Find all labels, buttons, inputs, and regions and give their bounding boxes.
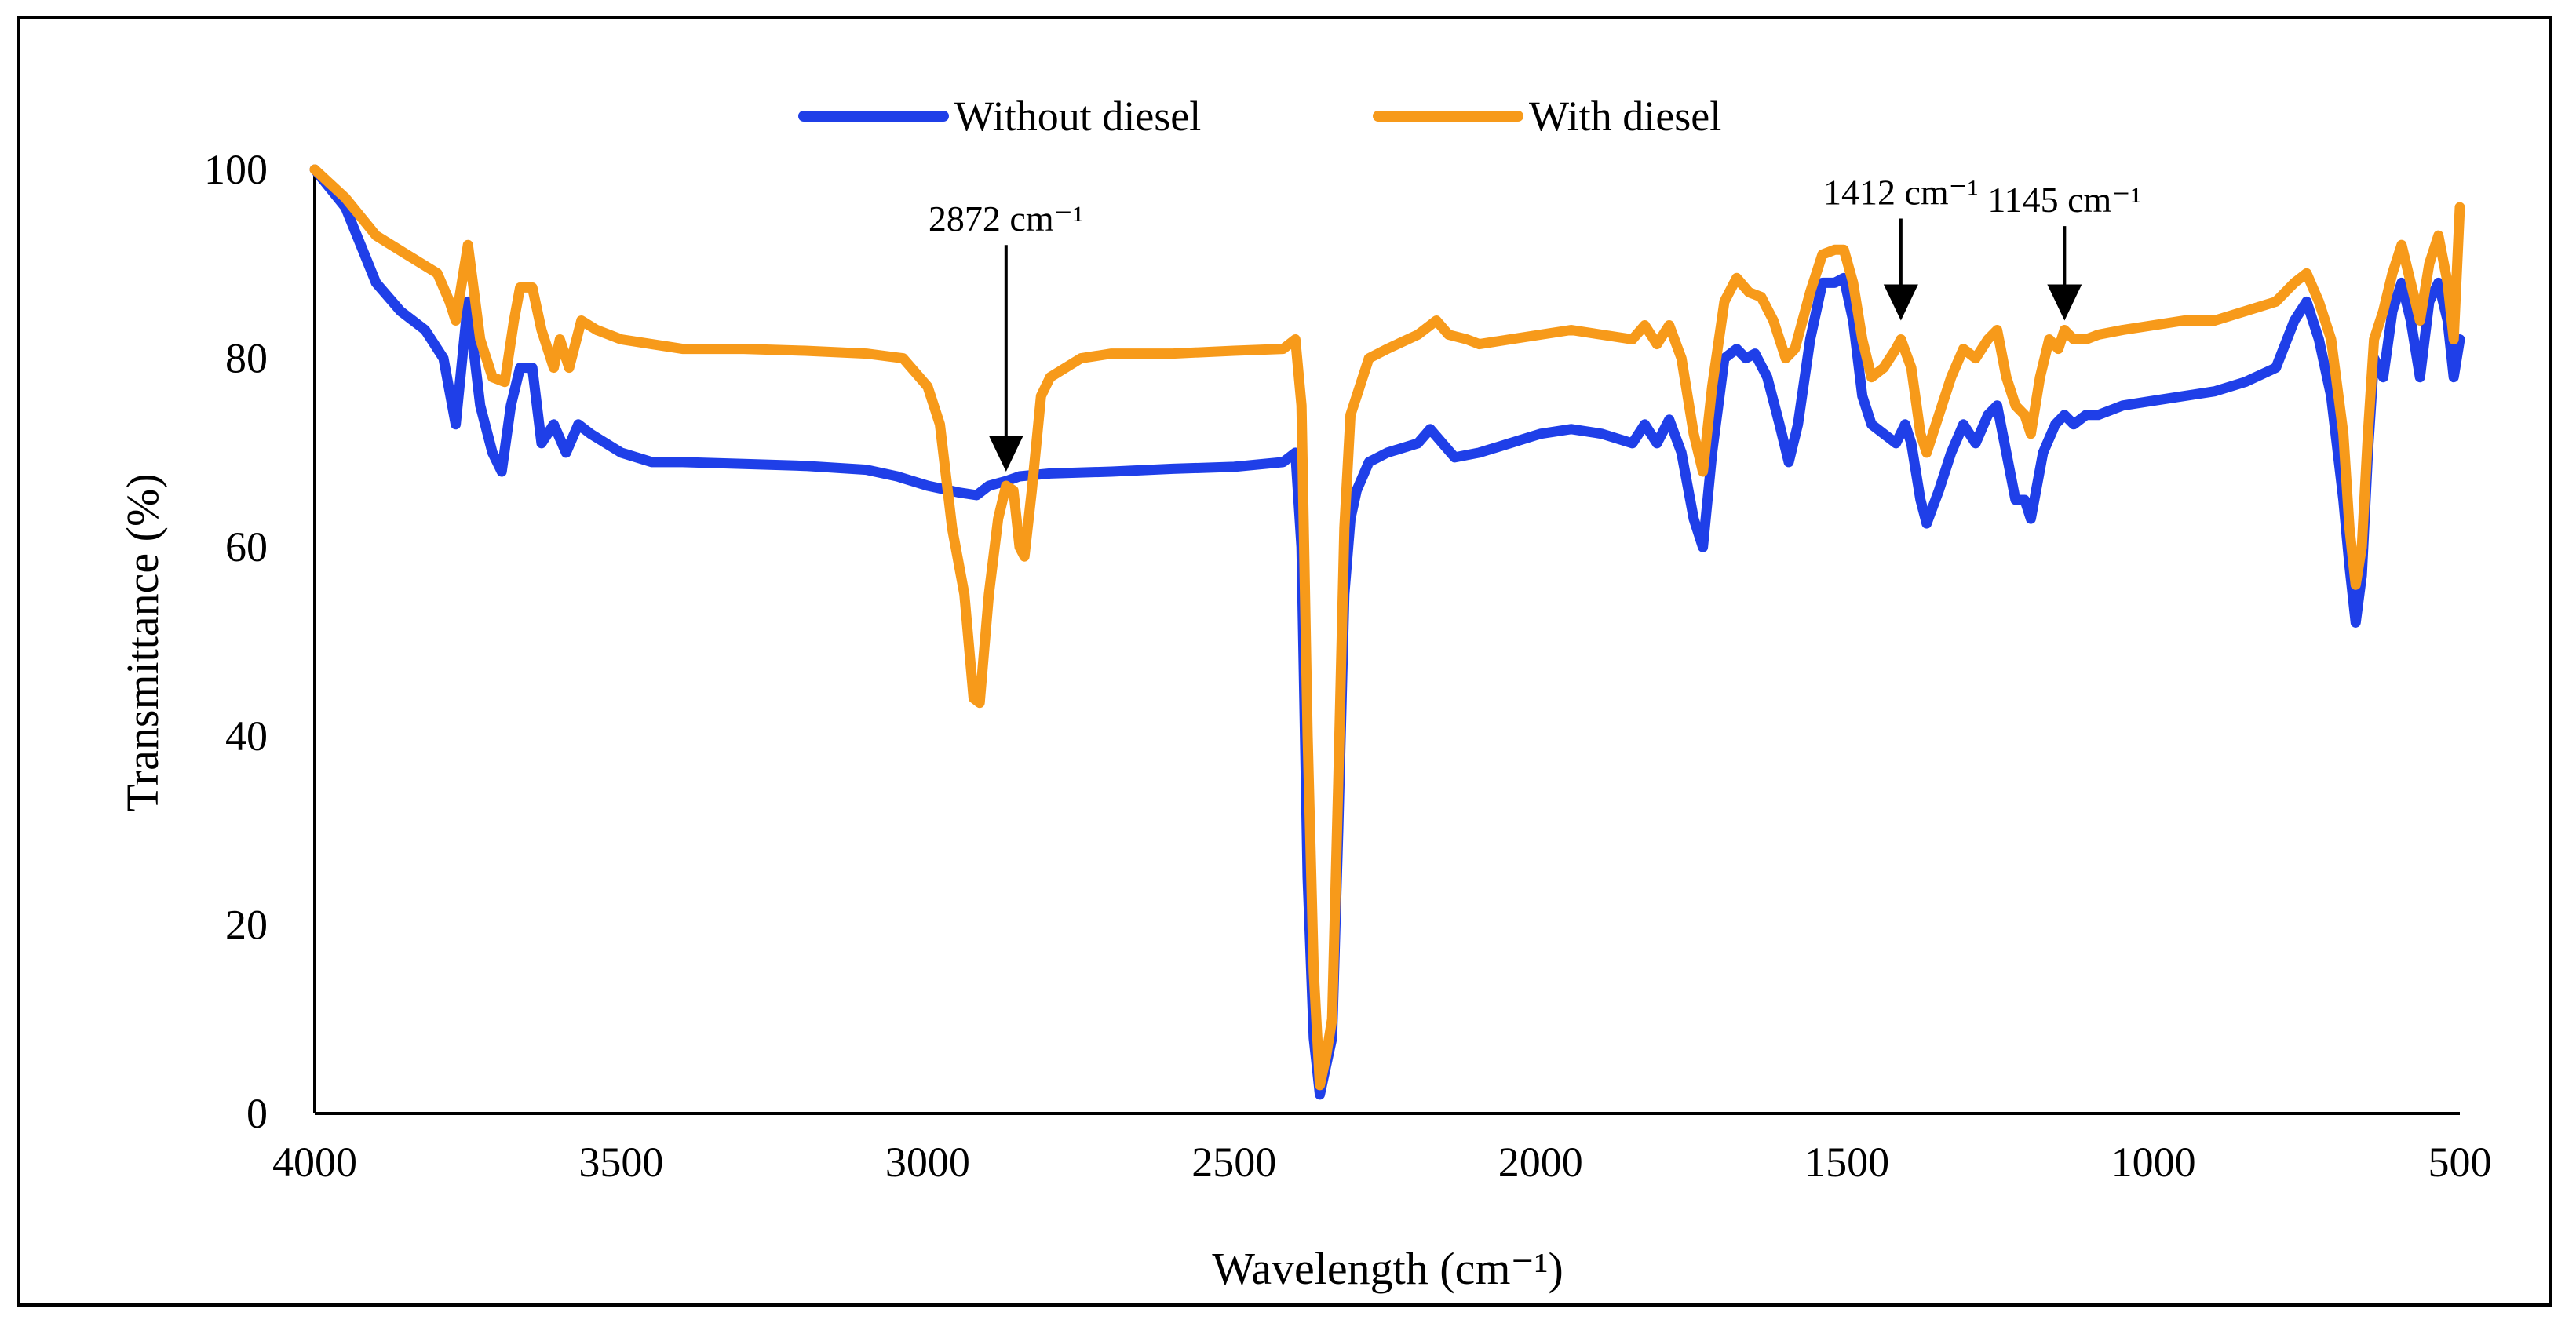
chart-frame: Without diesel With diesel 0 20 40 60 80… — [17, 16, 2552, 1307]
series-line-with-diesel — [309, 164, 2465, 1091]
annotation-label: 2872 cm⁻¹ — [929, 199, 1084, 239]
x-tick-label: 2500 — [1191, 1139, 1276, 1186]
annotation-arrowhead — [2047, 284, 2082, 321]
annotation-1412: 1412 cm⁻¹ — [1823, 173, 1979, 321]
plot-area — [309, 164, 2465, 1100]
y-tick-label: 100 — [204, 146, 268, 193]
axes — [313, 169, 2460, 1115]
annotation-arrowhead — [988, 435, 1023, 472]
annotation-2872: 2872 cm⁻¹ — [929, 199, 1084, 472]
annotations: 2872 cm⁻¹ 1412 cm⁻¹ 1145 cm⁻¹ — [929, 173, 2141, 472]
x-tick-label: 4000 — [272, 1139, 357, 1186]
legend-label-without-diesel: Without diesel — [954, 93, 1201, 140]
ftir-chart: Without diesel With diesel 0 20 40 60 80… — [117, 93, 2492, 1294]
legend: Without diesel With diesel — [798, 93, 1721, 140]
x-tick-label: 2000 — [1498, 1139, 1583, 1186]
annotation-label: 1412 cm⁻¹ — [1823, 173, 1979, 213]
x-tick-label: 1500 — [1804, 1139, 1889, 1186]
annotation-label: 1145 cm⁻¹ — [1987, 180, 2141, 220]
x-tick-label: 500 — [2428, 1139, 2492, 1186]
x-tick-labels: 4000 3500 3000 2500 2000 1500 1000 500 — [272, 1139, 2492, 1186]
y-tick-labels: 0 20 40 60 80 100 — [204, 146, 268, 1137]
y-axis-title: Transmittance (%) — [117, 473, 168, 811]
y-tick-label: 80 — [225, 335, 268, 382]
annotation-1145: 1145 cm⁻¹ — [1987, 180, 2141, 321]
x-tick-label: 3500 — [578, 1139, 663, 1186]
x-tick-label: 1000 — [2111, 1139, 2196, 1186]
y-tick-label: 0 — [246, 1090, 268, 1137]
y-tick-label: 60 — [225, 523, 268, 570]
legend-label-with-diesel: With diesel — [1529, 93, 1721, 140]
x-axis-title: Wavelength (cm⁻¹) — [1212, 1243, 1563, 1294]
x-tick-label: 3000 — [885, 1139, 970, 1186]
y-tick-label: 20 — [225, 901, 268, 948]
annotation-arrowhead — [1883, 284, 1918, 321]
y-tick-label: 40 — [225, 713, 268, 760]
series-line-without-diesel — [309, 164, 2465, 1100]
